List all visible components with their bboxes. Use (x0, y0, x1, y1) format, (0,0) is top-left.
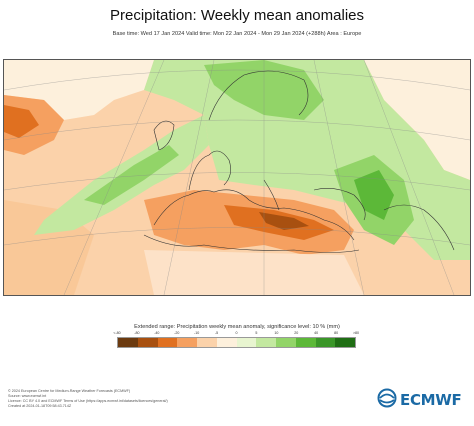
neutral-area-northeast (364, 60, 470, 180)
legend-colorbar (117, 337, 356, 348)
legend-swatch (216, 338, 237, 347)
legend-tick: 0 (235, 331, 238, 335)
dry-peak-mediterranean (259, 212, 309, 230)
map-canvas (4, 60, 470, 295)
legend-swatch (315, 338, 336, 347)
footer-credits: © 2024 European Centre for Medium-Range … (8, 389, 248, 409)
footer-line: © 2024 European Centre for Medium-Range … (8, 389, 131, 393)
wet-core-atlantic (84, 145, 179, 205)
legend-swatch (197, 338, 217, 347)
legend-tick: -5 (214, 331, 219, 335)
footer-line: Source: www.ecmwf.int (8, 394, 47, 398)
legend-tick: 10 (274, 331, 279, 335)
wet-peak-eastern-europe (354, 170, 394, 220)
legend-swatch (276, 338, 296, 347)
legend-swatch (118, 338, 138, 347)
legend-tick: -10 (194, 331, 200, 335)
ecmwf-globe-icon (377, 388, 397, 413)
dry-area-north-africa (144, 250, 364, 295)
legend-tick: -20 (174, 331, 180, 335)
legend-swatch (157, 338, 178, 347)
footer-line: Licence: CC BY 4.0 and ECMWF Terms of Us… (8, 399, 168, 403)
footer-line: Created at 2024-01-18T09:58:43.714Z (8, 404, 72, 408)
legend-tick: 80 (334, 331, 339, 335)
legend-tick: 40 (314, 331, 319, 335)
legend-ticks: <-80 -80 -40 -20 -10 -5 0 5 10 20 40 80 … (113, 331, 360, 337)
ecmwf-logo: ECMWF (377, 388, 462, 413)
graticule (4, 60, 470, 295)
coastlines (143, 70, 455, 253)
legend-tick: >80 (352, 331, 360, 335)
ecmwf-brand-text: ECMWF (400, 391, 462, 409)
anomaly-map (3, 59, 471, 296)
legend-tick: -40 (154, 331, 160, 335)
legend-tick: <-80 (113, 331, 121, 335)
legend-swatch (236, 338, 257, 347)
legend-swatch (256, 338, 276, 347)
legend-tick: 20 (294, 331, 299, 335)
dry-core-atlantic (4, 105, 39, 138)
legend-caption: Extended range: Precipitation weekly mea… (134, 324, 340, 330)
legend-swatch (295, 338, 316, 347)
neutral-area-northwest (4, 60, 154, 120)
legend-swatch (137, 338, 158, 347)
legend-swatch (177, 338, 197, 347)
legend-swatch (335, 338, 355, 347)
legend-tick: -80 (134, 331, 140, 335)
legend-tick: 5 (255, 331, 258, 335)
chart-title: Precipitation: Weekly mean anomalies (109, 7, 364, 24)
chart-subtitle: Base time: Wed 17 Jan 2024 Valid time: M… (112, 31, 362, 37)
